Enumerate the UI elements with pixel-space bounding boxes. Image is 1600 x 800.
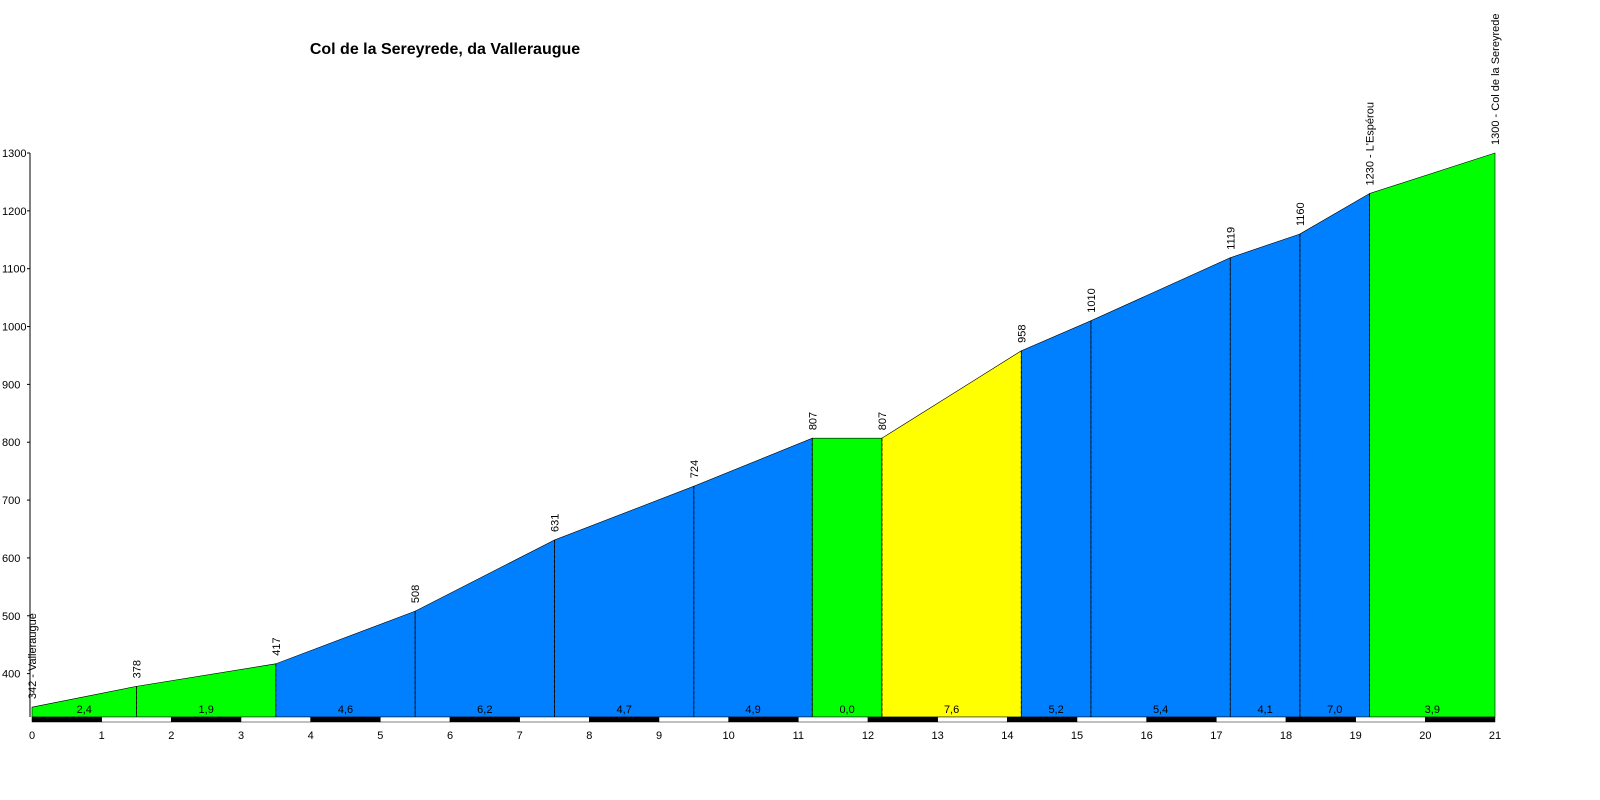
y-tick-label: 1300 (2, 148, 26, 160)
profile-segment (275, 610, 416, 718)
profile-segment (414, 539, 555, 718)
elevation-label: 342 - Valleraugue (27, 613, 39, 699)
scale-bar (1216, 716, 1287, 723)
profile-segment (554, 485, 695, 718)
x-tick-label: 6 (447, 730, 453, 742)
elevation-label: 1010 (1086, 288, 1098, 312)
profile-segment (1020, 320, 1092, 718)
scale-bar (728, 716, 799, 723)
scale-bar (240, 716, 311, 723)
profile-segment (1369, 152, 1496, 718)
x-tick-label: 15 (1071, 730, 1083, 742)
gradient-label: 6,2 (477, 704, 492, 716)
profile-segment (881, 350, 1022, 718)
scale-bar (380, 716, 451, 723)
y-tick-label: 400 (2, 669, 20, 681)
scale-bar (1076, 716, 1147, 723)
y-tick-label: 600 (2, 553, 20, 565)
x-tick-label: 21 (1489, 730, 1501, 742)
profile-segment (1229, 233, 1301, 718)
elevation-label: 508 (410, 585, 422, 603)
scale-bar (1285, 716, 1356, 723)
y-tick-label: 900 (2, 379, 20, 391)
elevation-label: 1119 (1225, 227, 1237, 250)
gradient-label: 4,1 (1257, 704, 1272, 716)
x-tick-label: 4 (308, 730, 314, 742)
scale-bar (101, 716, 172, 723)
x-tick-label: 14 (1001, 730, 1013, 742)
scale-bar (449, 716, 520, 723)
scale-bar (937, 716, 1008, 723)
scale-bar (1425, 716, 1496, 723)
elevation-label: 631 (550, 514, 562, 532)
x-tick-label: 17 (1210, 730, 1222, 742)
scale-bar (1007, 716, 1078, 723)
gradient-label: 0,0 (839, 704, 854, 716)
scale-bar (1146, 716, 1217, 723)
x-tick-label: 19 (1350, 730, 1362, 742)
scale-bar (519, 716, 590, 723)
chart-title: Col de la Sereyrede, da Valleraugue (310, 41, 580, 58)
profile-segment (1299, 192, 1370, 718)
x-tick-label: 1 (99, 730, 105, 742)
gradient-label: 4,6 (338, 704, 353, 716)
x-tick-label: 8 (586, 730, 592, 742)
profile-segment (1090, 257, 1231, 718)
scale-bar (658, 716, 729, 723)
elevation-label: 1230 - L'Espérou (1365, 102, 1377, 185)
x-tick-label: 5 (377, 730, 383, 742)
gradient-label: 2,4 (77, 704, 92, 716)
x-tick-label: 0 (29, 730, 35, 742)
x-tick-label: 2 (168, 730, 174, 742)
y-tick-label: 1100 (2, 264, 26, 276)
y-tick-label: 700 (2, 495, 20, 507)
elevation-label: 378 (132, 660, 144, 678)
elevation-label: 807 (807, 412, 819, 430)
elevation-label: 417 (271, 637, 283, 655)
x-tick-label: 13 (932, 730, 944, 742)
x-tick-label: 11 (793, 730, 804, 742)
gradient-label: 5,4 (1153, 704, 1168, 716)
y-tick-label: 1200 (2, 206, 26, 218)
elevation-label: 807 (877, 412, 889, 430)
gradient-label: 3,9 (1425, 704, 1440, 716)
profile-segment (693, 437, 813, 718)
scale-bar (798, 716, 869, 723)
scale-bar (171, 716, 242, 723)
x-tick-label: 16 (1141, 730, 1153, 742)
gradient-label: 4,7 (617, 704, 632, 716)
elevation-label: 1300 - Col de la Sereyrede (1490, 14, 1502, 145)
scale-bar (31, 716, 102, 723)
elevation-label: 724 (689, 460, 701, 478)
x-tick-label: 20 (1419, 730, 1431, 742)
scale-bar (867, 716, 938, 723)
scale-bar (1355, 716, 1426, 723)
x-tick-label: 3 (238, 730, 244, 742)
x-tick-label: 7 (517, 730, 523, 742)
y-tick-label: 500 (2, 611, 20, 623)
gradient-label: 7,0 (1327, 704, 1342, 716)
x-tick-label: 18 (1280, 730, 1292, 742)
gradient-label: 4,9 (745, 704, 760, 716)
scale-bar (310, 716, 381, 723)
elevation-label: 958 (1016, 324, 1028, 342)
elevation-label: 1160 (1295, 202, 1307, 226)
gradient-label: 7,6 (944, 704, 959, 716)
profile-segment (811, 437, 883, 718)
x-tick-label: 12 (862, 730, 874, 742)
scale-bar (589, 716, 660, 723)
gradient-label: 1,9 (199, 704, 214, 716)
x-tick-label: 9 (656, 730, 662, 742)
y-tick-label: 800 (2, 437, 20, 449)
gradient-label: 5,2 (1048, 704, 1063, 716)
y-tick-label: 1000 (2, 322, 26, 334)
x-tick-label: 10 (723, 730, 735, 742)
